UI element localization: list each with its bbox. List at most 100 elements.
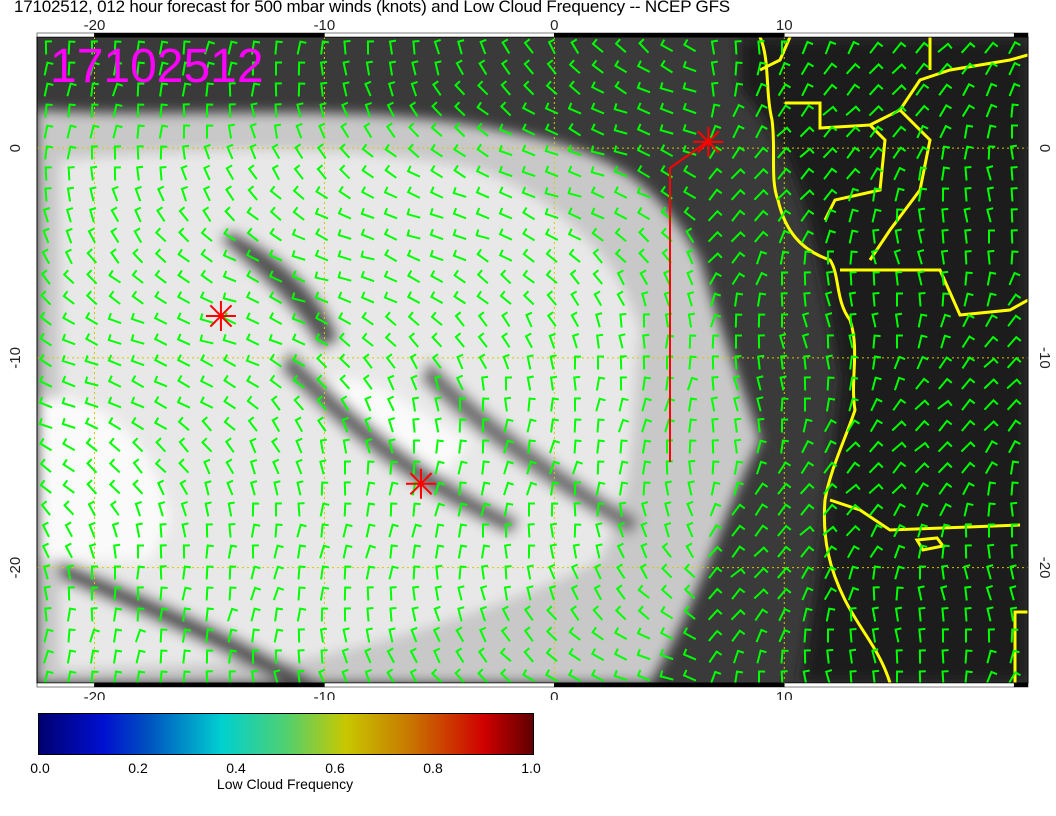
wind-barb [227, 544, 238, 559]
wind-barb [297, 544, 307, 559]
wind-barb [823, 167, 838, 180]
wind-barb [660, 605, 674, 620]
wind-barb [412, 417, 420, 433]
wind-barb [475, 207, 490, 220]
wind-barb [849, 312, 857, 328]
wind-barb [595, 522, 603, 538]
wind-barb [682, 186, 697, 200]
wind-barb [754, 608, 769, 621]
colorbar-tick: 0.4 [226, 760, 246, 776]
wind-barb [182, 565, 191, 580]
wind-barb [940, 564, 949, 580]
wind-barb [780, 418, 789, 433]
wind-barb [130, 354, 145, 367]
wind-barb [158, 124, 169, 139]
wind-barb [521, 165, 536, 178]
wind-barb [572, 460, 584, 475]
wind-barb [293, 164, 304, 180]
wind-barb [941, 606, 949, 622]
wind-barb [136, 61, 145, 76]
wind-barb [824, 669, 833, 683]
wind-barb [222, 354, 237, 368]
wind-barb [297, 649, 305, 664]
wind-barb [84, 333, 99, 347]
wind-barb [682, 648, 697, 661]
wind-barb [755, 628, 768, 643]
wind-barb [731, 251, 746, 264]
wind-barb [619, 376, 627, 391]
wind-barb [90, 40, 98, 55]
wind-barb [545, 626, 558, 642]
wind-barb [526, 375, 534, 391]
wind-barb [39, 437, 53, 452]
wind-barb [291, 292, 306, 303]
wind-barb [1009, 649, 1020, 664]
wind-barb [272, 586, 285, 601]
wind-barb [523, 38, 534, 54]
wind-barb [683, 584, 696, 600]
wind-barb [663, 290, 671, 307]
wind-barb [227, 61, 238, 76]
wind-barb [108, 269, 122, 284]
wind-barb [498, 186, 513, 199]
wind-barb [614, 248, 627, 264]
wind-barb [503, 502, 514, 517]
wind-barb [388, 39, 397, 55]
wind-barb [1009, 564, 1017, 580]
wind-barb [343, 460, 352, 475]
wind-barb [475, 165, 490, 178]
wind-barb [872, 228, 880, 244]
wind-barb [846, 461, 861, 474]
wind-barb [268, 270, 283, 283]
wind-barb [527, 544, 536, 559]
wind-barb [823, 587, 837, 601]
wind-barb [268, 249, 283, 262]
wind-barb [43, 61, 54, 76]
wind-barb [754, 503, 769, 517]
wind-barb [734, 334, 743, 349]
wind-barb [639, 563, 648, 580]
wind-barb [66, 145, 77, 160]
wind-barb [154, 290, 168, 305]
wind-barb [524, 332, 533, 349]
wind-barb [572, 543, 580, 559]
wind-barb [430, 311, 443, 326]
wind-barb [780, 40, 788, 55]
wind-barb [893, 376, 906, 391]
wind-barb [314, 333, 329, 347]
wind-barb [731, 524, 746, 537]
wind-barb [228, 82, 236, 97]
wind-barb [802, 418, 813, 433]
wind-barb [983, 378, 999, 390]
wind-barb [963, 207, 971, 223]
wind-barb [596, 439, 605, 454]
wind-barb [132, 458, 143, 474]
wind-barb [43, 670, 54, 683]
wind-barb [732, 103, 745, 118]
wind-barb [130, 334, 145, 345]
wind-barb [573, 502, 581, 517]
wind-barb [756, 460, 768, 475]
wind-barb [296, 480, 304, 496]
wind-barb [86, 458, 98, 474]
wind-barb [614, 80, 627, 95]
wind-barb [711, 81, 719, 97]
wind-barb [523, 605, 534, 621]
storm-marker [205, 300, 236, 331]
wind-barb [110, 206, 120, 223]
colorbar [38, 713, 534, 755]
wind-barb [90, 145, 98, 160]
wind-barb [550, 418, 559, 433]
wind-barb [250, 82, 261, 97]
wind-barb [389, 544, 398, 559]
wind-barb [291, 312, 306, 325]
wind-barb [42, 207, 51, 223]
wind-barb [131, 290, 144, 305]
wind-barb [176, 354, 191, 367]
wind-barb [916, 145, 929, 160]
wind-barb [90, 165, 98, 181]
wind-barb [158, 607, 169, 622]
wind-barb [411, 60, 419, 76]
lon-scale-bar [1013, 32, 1029, 38]
wind-barb [780, 397, 789, 412]
